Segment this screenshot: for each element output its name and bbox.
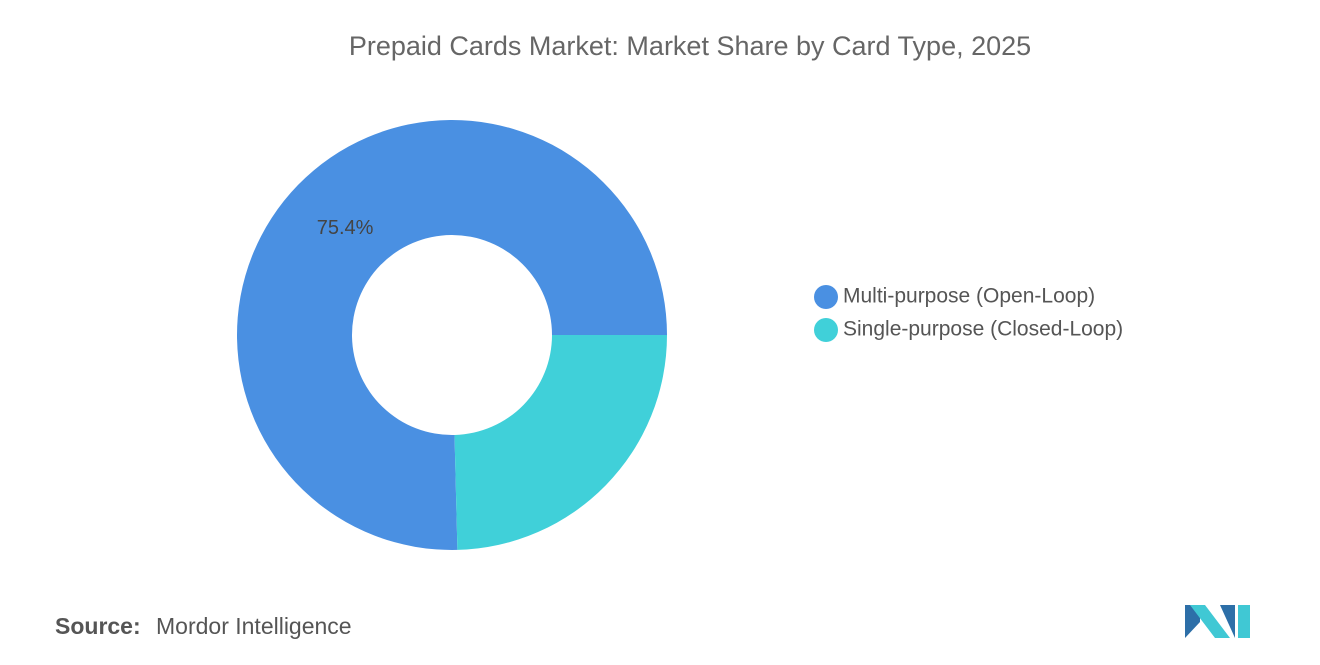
source-label: Source: bbox=[55, 613, 141, 639]
source: Mordor Intelligence bbox=[156, 613, 352, 639]
logo-part bbox=[1238, 605, 1250, 638]
data-label: 75.4% bbox=[317, 217, 374, 239]
logo-part bbox=[1190, 605, 1230, 638]
legend-label: Multi-purpose (Open-Loop) bbox=[843, 285, 1095, 308]
legend-label: Single-purpose (Closed-Loop) bbox=[843, 318, 1123, 341]
chart-title: Prepaid Cards Market: Market Share by Ca… bbox=[349, 31, 1031, 61]
donut-slice bbox=[236, 120, 667, 551]
donut-slice bbox=[454, 335, 667, 550]
logo bbox=[1185, 605, 1250, 638]
legend-marker bbox=[814, 318, 838, 342]
legend-marker bbox=[814, 285, 838, 309]
logo-part bbox=[1220, 605, 1235, 638]
